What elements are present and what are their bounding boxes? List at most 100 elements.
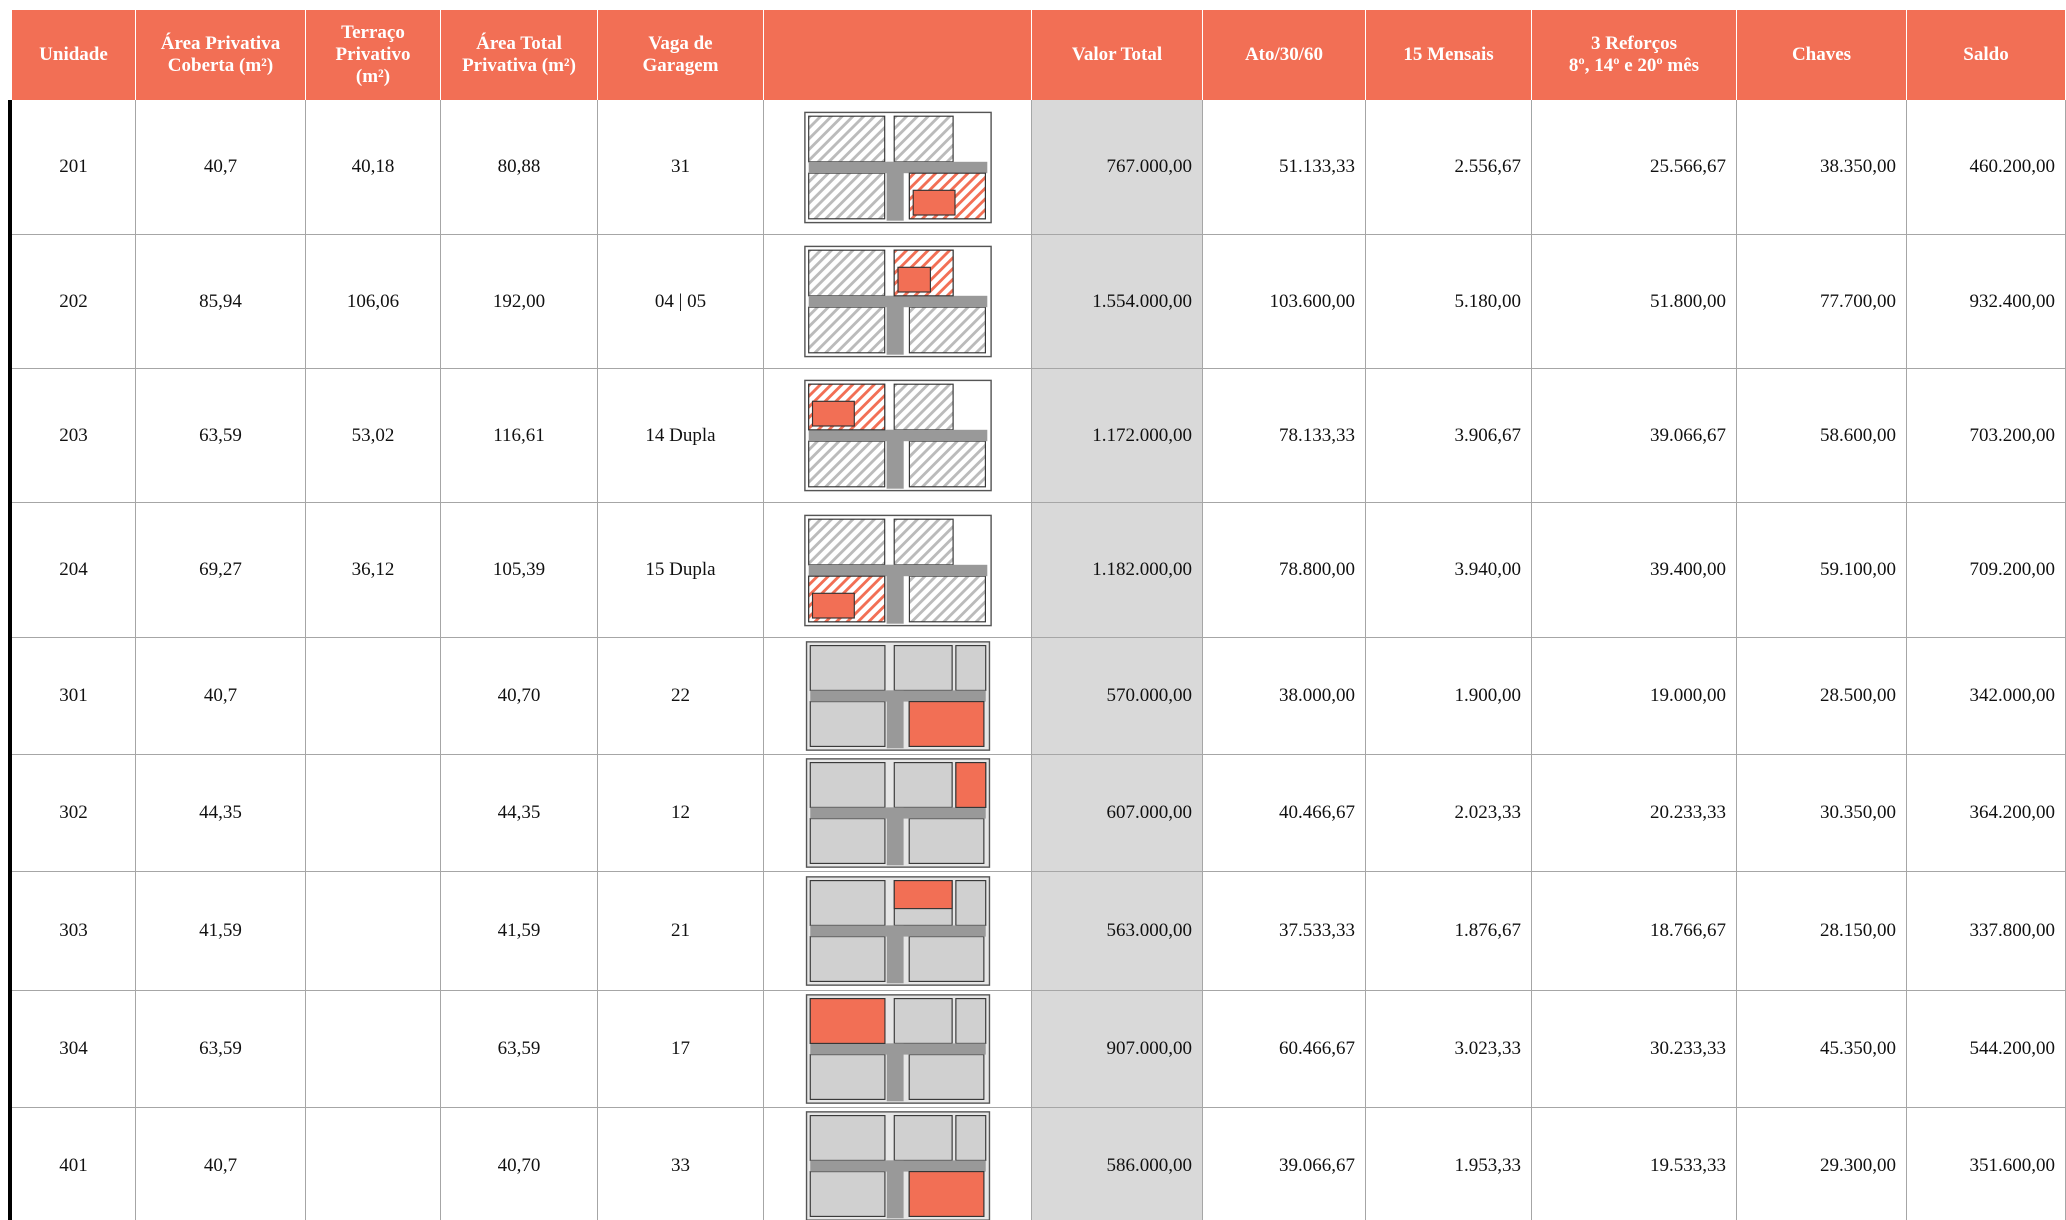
header-text: Valor Total [1071,44,1163,66]
cell: 15 Dupla [598,503,764,638]
cell: 39.400,00 [1532,503,1737,638]
floor-plan [805,641,990,751]
header-cell: Unidade [12,10,136,100]
cell: 69,27 [136,503,306,638]
cell: 2.556,67 [1366,100,1532,235]
header-cell [764,10,1032,100]
header-text: 8º, 14º e 20º mês [1568,55,1700,76]
cell: 78.133,33 [1203,369,1366,503]
cell: 63,59 [136,991,306,1108]
cell: 58.600,00 [1737,369,1907,503]
cell: 63,59 [136,369,306,503]
cell: 39.066,67 [1203,1108,1366,1220]
cell: 36,12 [306,503,441,638]
cell: 59.100,00 [1737,503,1907,638]
header-text: Vaga de [648,33,713,55]
header-cell: Saldo [1907,10,2066,100]
header-cell: Terraço Privativo (m²) [306,10,441,100]
header-text: Área Total [476,33,562,55]
cell: 30.350,00 [1737,755,1907,872]
cell: 1.876,67 [1366,872,1532,991]
cell [306,1108,441,1220]
floor-plan [803,245,992,358]
cell: 460.200,00 [1907,100,2066,235]
cell: 202 [12,235,136,369]
cell: 1.172.000,00 [1032,369,1203,503]
cell: 53,02 [306,369,441,503]
floor-plan [805,1111,990,1220]
cell: 44,35 [441,755,598,872]
cell: 401 [12,1108,136,1220]
header-text: Coberta (m²) [167,55,274,76]
cell [306,755,441,872]
header-text: Privativo [335,44,411,66]
cell: 60.466,67 [1203,991,1366,1108]
cell: 767.000,00 [1032,100,1203,235]
cell [306,638,441,755]
cell: 907.000,00 [1032,991,1203,1108]
header-text: Área Privativa [160,33,281,55]
cell: 204 [12,503,136,638]
cell: 12 [598,755,764,872]
header-cell: Área Total Privativa (m²) [441,10,598,100]
floor-plan [805,994,990,1104]
floor-plan [803,514,992,626]
cell: 37.533,33 [1203,872,1366,991]
cell: 28.150,00 [1737,872,1907,991]
cell: 21 [598,872,764,991]
cell: 5.180,00 [1366,235,1532,369]
plan-cell [764,369,1032,503]
cell: 40,7 [136,1108,306,1220]
cell: 201 [12,100,136,235]
header-text: Ato/30/60 [1244,44,1324,66]
cell: 22 [598,638,764,755]
cell: 2.023,33 [1366,755,1532,872]
cell: 19.533,33 [1532,1108,1737,1220]
header-text: Privativa (m²) [462,55,576,76]
header-text: 15 Mensais [1403,44,1494,66]
cell: 28.500,00 [1737,638,1907,755]
cell: 29.300,00 [1737,1108,1907,1220]
left-border [8,100,12,1220]
cell: 63,59 [441,991,598,1108]
cell: 19.000,00 [1532,638,1737,755]
cell: 14 Dupla [598,369,764,503]
cell: 39.066,67 [1532,369,1737,503]
cell: 364.200,00 [1907,755,2066,872]
cell: 80,88 [441,100,598,235]
plan-cell [764,235,1032,369]
cell: 04 | 05 [598,235,764,369]
plan-cell [764,755,1032,872]
floor-plan [805,758,990,868]
cell: 1.554.000,00 [1032,235,1203,369]
cell: 3.940,00 [1366,503,1532,638]
cell: 301 [12,638,136,755]
plan-cell [764,100,1032,235]
cell: 40,7 [136,100,306,235]
plan-cell [764,991,1032,1108]
cell: 563.000,00 [1032,872,1203,991]
floor-plan [803,379,992,492]
cell: 544.200,00 [1907,991,2066,1108]
cell: 40,70 [441,638,598,755]
cell: 31 [598,100,764,235]
floor-plan [803,111,992,223]
cell: 105,39 [441,503,598,638]
cell: 78.800,00 [1203,503,1366,638]
header-cell: Ato/30/60 [1203,10,1366,100]
cell: 85,94 [136,235,306,369]
cell: 41,59 [441,872,598,991]
cell: 33 [598,1108,764,1220]
cell: 106,06 [306,235,441,369]
cell: 703.200,00 [1907,369,2066,503]
cell: 38.350,00 [1737,100,1907,235]
header-text: Unidade [39,44,108,66]
cell: 40,70 [441,1108,598,1220]
header-cell: Vaga de Garagem [598,10,764,100]
cell: 337.800,00 [1907,872,2066,991]
header-cell: Chaves [1737,10,1907,100]
header-text: 3 Reforços [1591,33,1677,55]
cell: 103.600,00 [1203,235,1366,369]
cell: 45.350,00 [1737,991,1907,1108]
cell: 40.466,67 [1203,755,1366,872]
